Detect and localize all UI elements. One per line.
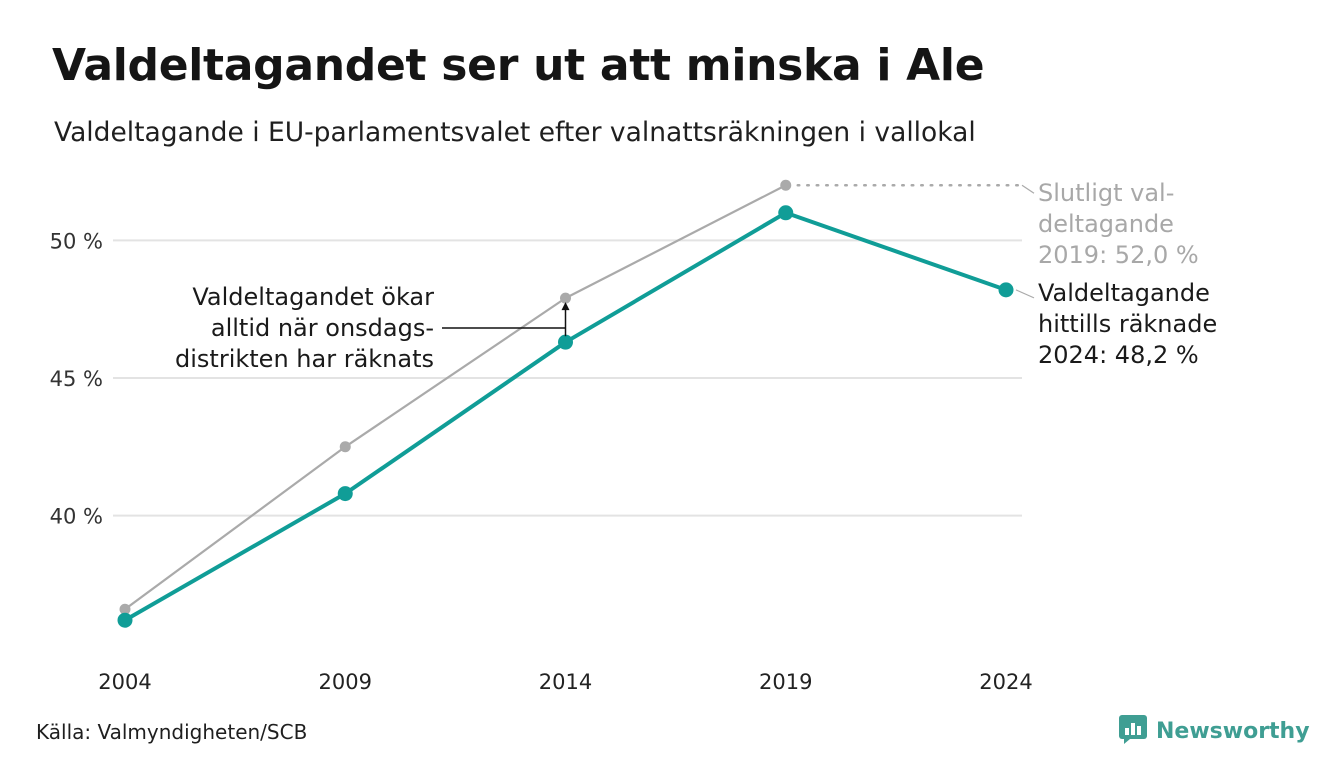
gridlines	[113, 239, 1022, 517]
data-point	[337, 486, 353, 502]
data-point	[780, 179, 792, 191]
data-point	[560, 292, 571, 304]
annotations: Slutligt val-deltagande 2019: 52,0 % Valde…	[175, 179, 1217, 373]
final-value-label: Slutligt val-	[1038, 179, 1174, 207]
note-label: alltid när onsdags-	[211, 314, 434, 342]
counted-value-label: hittills räknade	[1038, 310, 1217, 338]
y-tick-label: 45 %	[50, 367, 103, 391]
brand-logo[interactable]: Newsworthy	[1118, 714, 1310, 748]
final-value-connector	[1021, 184, 1035, 194]
data-point	[998, 282, 1014, 298]
series-points	[117, 179, 1014, 628]
note-label: distrikten har räknats	[175, 345, 434, 373]
data-point	[558, 334, 573, 350]
data-point	[117, 612, 133, 628]
x-tick-label: 2024	[979, 670, 1032, 694]
series-line	[124, 210, 1007, 622]
page-subtitle: Valdeltagande i EU-parlamentsvalet efter…	[54, 117, 976, 148]
series-lines	[124, 184, 1007, 622]
x-tick-label: 2004	[98, 670, 151, 694]
data-point	[778, 205, 794, 221]
x-tick-label: 2014	[539, 670, 592, 694]
counted-value-label: Valdeltagande	[1038, 279, 1210, 307]
x-axis-ticks: 2004 2009 2014 2019 2024	[98, 670, 1032, 694]
y-tick-label: 40 %	[50, 505, 103, 529]
x-tick-label: 2009	[319, 670, 372, 694]
source-note: Källa: Valmyndigheten/SCB	[36, 720, 308, 744]
data-point	[339, 441, 351, 453]
note-label: Valdeltagandet ökar	[192, 283, 434, 311]
note-arrowhead	[561, 302, 570, 311]
x-tick-label: 2019	[759, 670, 812, 694]
counted-value-connector	[1015, 289, 1035, 299]
y-axis-ticks: 40 % 45 % 50 %	[50, 229, 103, 528]
y-tick-label: 50 %	[50, 229, 103, 253]
brand-name: Newsworthy	[1156, 718, 1310, 744]
counted-value-label: 2024: 48,2 %	[1038, 341, 1199, 369]
final-value-label: deltagande	[1038, 210, 1174, 238]
series-line	[124, 184, 787, 611]
newsworthy-logo-icon	[1118, 714, 1148, 748]
final-value-label: 2019: 52,0 %	[1038, 241, 1199, 269]
page-title: Valdeltagandet ser ut att minska i Ale	[52, 40, 985, 91]
data-point	[119, 603, 131, 615]
